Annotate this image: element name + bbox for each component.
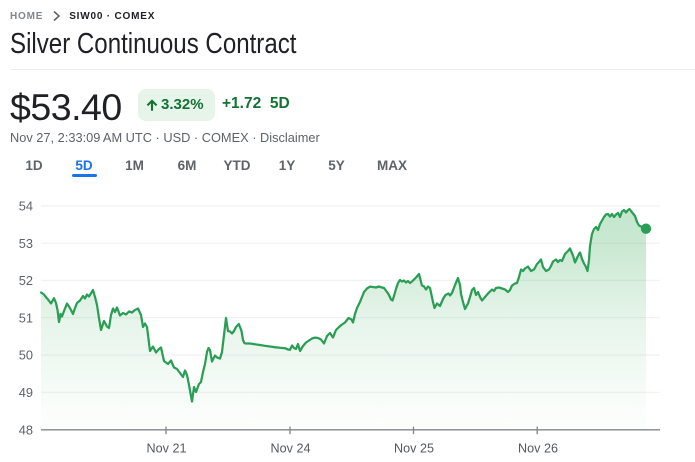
svg-text:Nov 26: Nov 26 [518,442,558,456]
svg-text:Nov 21: Nov 21 [147,442,187,456]
svg-text:53: 53 [19,236,33,251]
svg-text:Nov 25: Nov 25 [394,442,434,456]
svg-text:Nov 24: Nov 24 [271,442,311,456]
svg-text:52: 52 [19,273,33,288]
svg-text:50: 50 [19,348,33,363]
svg-text:51: 51 [19,310,33,325]
svg-text:54: 54 [19,199,33,214]
svg-text:49: 49 [19,385,33,400]
svg-text:48: 48 [19,422,33,437]
